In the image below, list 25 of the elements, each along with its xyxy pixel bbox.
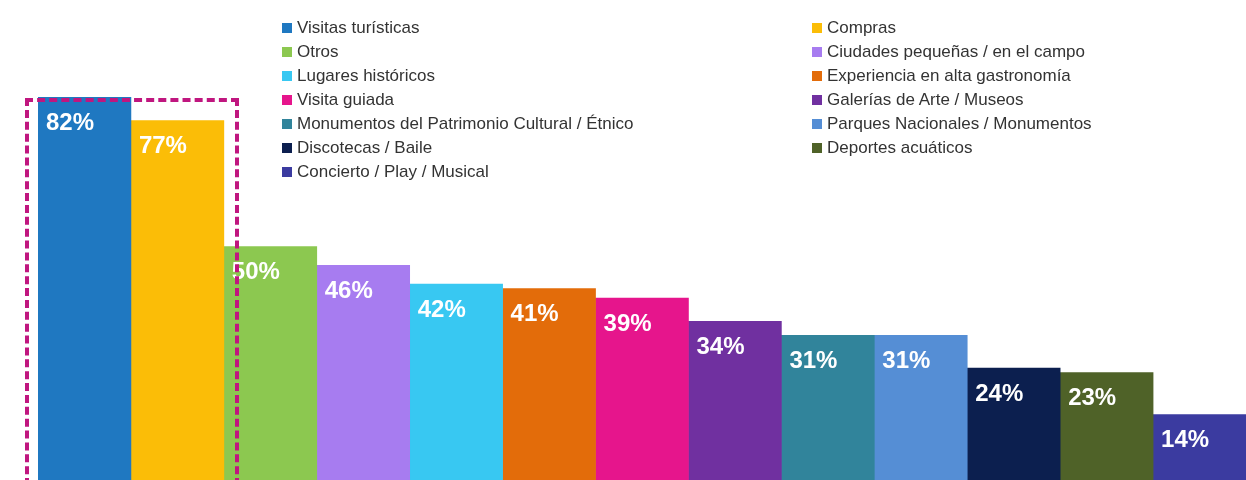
legend-label: Otros xyxy=(297,42,339,62)
data-label: 31% xyxy=(882,345,931,373)
legend-label: Concierto / Play / Musical xyxy=(297,162,489,182)
legend-label: Compras xyxy=(827,18,896,38)
legend-label: Experiencia en alta gastronomía xyxy=(827,66,1071,86)
data-label: 24% xyxy=(975,378,1024,406)
legend-label: Lugares históricos xyxy=(297,66,435,86)
data-label: 41% xyxy=(510,299,559,327)
data-label: 42% xyxy=(417,294,466,322)
legend-label: Parques Nacionales / Monumentos xyxy=(827,114,1092,134)
data-label: 34% xyxy=(696,331,745,359)
legend-label: Visita guiada xyxy=(297,90,395,110)
legend-label: Discotecas / Baile xyxy=(297,138,433,158)
data-label: 39% xyxy=(603,308,652,336)
legend-label: Visitas turísticas xyxy=(297,18,420,38)
legend-label: Monumentos del Patrimonio Cultural / Étnico xyxy=(297,114,634,134)
data-label: 46% xyxy=(324,275,373,303)
data-label: 14% xyxy=(1161,425,1210,453)
legend-label: Galerías de Arte / Museos xyxy=(827,90,1024,110)
data-label: 23% xyxy=(1068,383,1117,411)
data-label: 31% xyxy=(789,345,838,373)
legend-label: Deportes acuáticos xyxy=(827,138,973,158)
legend-label: Ciudades pequeñas / en el campo xyxy=(827,42,1086,62)
data-label: 82% xyxy=(46,107,95,135)
data-label: 77% xyxy=(138,131,187,159)
